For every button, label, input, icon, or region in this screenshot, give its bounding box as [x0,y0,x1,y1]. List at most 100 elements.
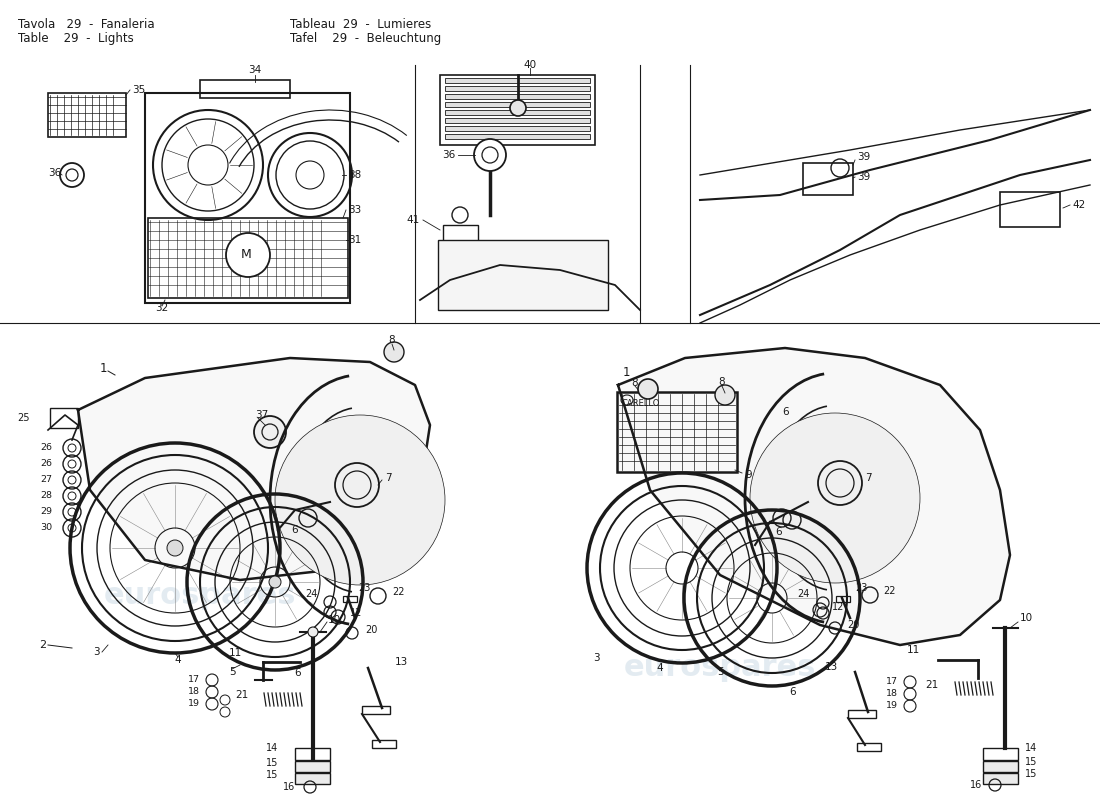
Text: 1: 1 [100,362,108,374]
Circle shape [270,576,280,588]
Text: 11: 11 [229,648,242,658]
Text: 5: 5 [717,667,724,677]
Bar [200,80,290,98]
Text: 25: 25 [18,413,30,423]
Bar [362,706,390,714]
Text: 7: 7 [865,473,871,483]
Circle shape [384,342,404,362]
Text: 15: 15 [265,770,278,780]
Bar [446,134,590,139]
Text: 11: 11 [906,645,920,655]
Bar [617,392,737,472]
Text: 36: 36 [48,168,62,178]
Text: 13: 13 [825,662,838,672]
Text: 17: 17 [188,675,200,685]
Text: 8: 8 [388,335,395,345]
Text: 12: 12 [350,608,362,618]
Text: 10: 10 [1020,613,1033,623]
Text: 22: 22 [883,586,895,596]
Text: 8: 8 [718,377,725,387]
Text: 1: 1 [623,366,630,378]
Circle shape [474,139,506,171]
Text: 29: 29 [40,507,52,517]
Text: 26: 26 [40,443,52,453]
Bar [803,163,852,195]
Text: 6: 6 [295,668,301,678]
Text: M: M [241,249,252,262]
Bar [836,596,850,602]
Text: 26: 26 [40,459,52,469]
Text: 4: 4 [657,663,663,673]
Text: 18: 18 [188,687,200,697]
Text: 15: 15 [1025,769,1037,779]
Text: 23: 23 [855,583,868,593]
Text: 10: 10 [328,615,341,625]
Text: 38: 38 [348,170,361,180]
Bar [983,748,1018,760]
Text: 39: 39 [857,172,870,182]
Text: 3: 3 [593,653,600,663]
Bar [1000,192,1060,227]
Circle shape [254,416,286,448]
Text: 14: 14 [1025,743,1037,753]
Bar [848,710,876,718]
Bar [443,225,478,243]
Text: 32: 32 [155,303,168,313]
Text: 16: 16 [283,782,295,792]
Text: 20: 20 [365,625,377,635]
Text: Tableau  29  -  Lumieres: Tableau 29 - Lumieres [290,18,431,31]
Circle shape [638,379,658,399]
Text: 9: 9 [745,470,751,480]
Text: 24: 24 [798,589,810,599]
Text: 39: 39 [857,152,870,162]
Text: 28: 28 [40,491,52,501]
Text: 20: 20 [847,620,859,630]
Text: 6: 6 [292,525,298,535]
Bar [446,102,590,107]
Circle shape [167,540,183,556]
Text: 13: 13 [395,657,408,667]
Text: Table    29  -  Lights: Table 29 - Lights [18,32,134,45]
Text: 21: 21 [234,690,248,700]
Bar [446,110,590,115]
Bar [446,118,590,123]
Bar [438,240,608,310]
Text: 5: 5 [229,667,235,677]
Text: 33: 33 [348,205,361,215]
Text: 31: 31 [348,235,361,245]
Bar [148,218,348,298]
Text: 22: 22 [392,587,405,597]
Circle shape [750,413,920,583]
Text: 40: 40 [524,60,537,70]
Bar [145,93,350,303]
Bar [372,740,396,748]
Text: 42: 42 [1072,200,1086,210]
Bar [983,761,1018,772]
Text: 4: 4 [175,655,182,665]
Text: CARELLO: CARELLO [621,398,660,407]
Text: 16: 16 [970,780,982,790]
Bar [48,93,126,137]
Text: 27: 27 [40,475,52,485]
Text: 7: 7 [385,473,392,483]
Bar [983,773,1018,784]
Text: Tafel    29  -  Beleuchtung: Tafel 29 - Beleuchtung [290,32,441,45]
Text: eurospares: eurospares [103,581,296,610]
Text: 6: 6 [776,527,782,537]
Bar [343,596,358,602]
Circle shape [226,233,270,277]
Bar [295,773,330,784]
Bar [295,761,330,772]
Bar [446,94,590,99]
Circle shape [715,385,735,405]
Text: 19: 19 [886,702,898,710]
Text: 18: 18 [886,690,898,698]
Bar [446,126,590,131]
Text: 35: 35 [132,85,145,95]
Text: 14: 14 [266,743,278,753]
Text: 8: 8 [631,378,638,388]
Polygon shape [78,358,430,580]
Text: 21: 21 [925,680,938,690]
Circle shape [510,100,526,116]
Bar [446,86,590,91]
